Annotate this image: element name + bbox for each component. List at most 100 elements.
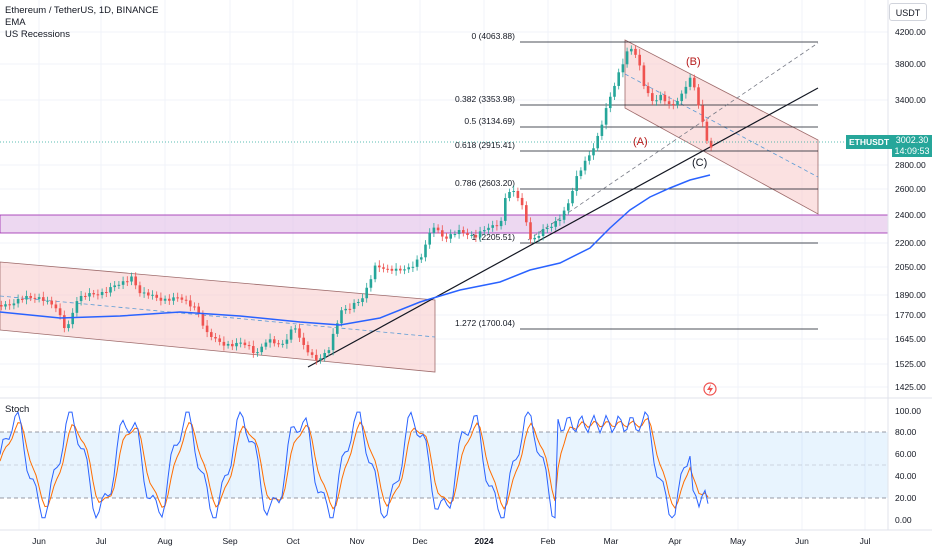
candle-body (277, 343, 280, 345)
candle-body (54, 304, 58, 309)
candle-body (243, 342, 247, 346)
symbol-badge: ETHUSDT (846, 135, 893, 149)
wave-label-a[interactable]: (A) (633, 136, 648, 148)
candle-body (58, 308, 62, 316)
time-axis-label: Mar (604, 536, 619, 546)
candle-body (651, 93, 654, 102)
candle-body (575, 176, 578, 191)
trendline-dashed[interactable] (527, 42, 819, 241)
time-axis-label: Sep (222, 536, 237, 546)
candle-body (483, 230, 486, 232)
time-axis[interactable]: Jun Jul Aug Sep Oct Nov Dec 2024 Feb Mar Apr May Jun… (32, 536, 870, 546)
currency-button[interactable]: USDT (889, 3, 927, 21)
candle-body (214, 336, 217, 339)
candle-body (646, 86, 650, 94)
candle-body (436, 227, 440, 231)
candle-body (189, 300, 192, 307)
stoch-axis-label: 0.00 (895, 515, 912, 525)
candle-body (693, 77, 696, 88)
left-channel[interactable] (0, 261, 436, 373)
candle-body (659, 94, 662, 101)
candle-body (218, 338, 221, 342)
candle-body (478, 231, 482, 238)
candle-body (445, 236, 448, 239)
price-axis-label: 2050.00 (895, 262, 926, 272)
candle-body (617, 72, 620, 86)
candle-body (184, 299, 188, 301)
candle-body (571, 190, 574, 204)
candle-body (289, 329, 293, 340)
fib-retracement[interactable] (520, 41, 818, 330)
candle-body (37, 297, 41, 299)
candle-body (705, 121, 709, 141)
candle-body (348, 308, 352, 310)
stoch-axis[interactable]: 100.00 80.00 60.00 40.00 20.00 0.00 (895, 406, 921, 525)
symbol-title[interactable]: Ethereum / TetherUS, 1D, BINANCE (5, 5, 159, 16)
candle-body (105, 291, 108, 293)
candle-body (697, 87, 700, 106)
candle-body (499, 220, 503, 227)
candle-body (373, 265, 377, 280)
candle-body (331, 333, 335, 351)
candle-body (172, 297, 175, 301)
candle-body (638, 54, 641, 66)
candle-body (667, 101, 671, 105)
ema-legend[interactable]: EMA (5, 17, 26, 28)
candle-body (411, 266, 415, 268)
candle-body (352, 302, 356, 309)
candle-body (138, 285, 142, 294)
candle-body (369, 279, 373, 288)
candle-body (432, 227, 436, 233)
candle-body (592, 148, 595, 156)
candle-body (676, 101, 679, 106)
left-channel-midline (0, 295, 436, 338)
right-channel-midline (624, 73, 819, 178)
candle-body (625, 51, 629, 65)
flash-icon[interactable] (703, 382, 717, 396)
candle-body (357, 301, 360, 303)
candle-body (567, 203, 570, 211)
candle-body (508, 192, 511, 199)
price-axis[interactable]: 4200.00 3800.00 3400.00 2800.00 2600.00 2400.… (895, 27, 926, 392)
candle-body (252, 346, 255, 353)
stoch-k-line[interactable] (0, 410, 709, 520)
candle-body (151, 294, 154, 296)
ema-line[interactable] (0, 174, 711, 326)
candle-body (281, 343, 284, 345)
price-axis-label: 2200.00 (895, 238, 926, 248)
candlestick-series (0, 45, 713, 365)
price-axis-label: 1770.00 (895, 310, 926, 320)
time-axis-label: Jun (795, 536, 809, 546)
chart-legend: Ethereum / TetherUS, 1D, BINANCE EMA US … (5, 5, 158, 41)
candle-body (235, 342, 238, 347)
time-axis-label: Dec (412, 536, 428, 546)
candle-body (92, 293, 95, 295)
wave-label-c[interactable]: (C) (692, 157, 707, 169)
candle-body (672, 104, 675, 106)
candle-body (562, 210, 566, 220)
candle-body (613, 85, 616, 97)
candle-body (529, 222, 532, 240)
fib-label: 0.786 (2603.20) (455, 178, 515, 188)
stoch-legend[interactable]: Stoch (5, 404, 30, 415)
candle-body (256, 352, 259, 354)
candle-body (29, 295, 32, 298)
fib-label: 1.272 (1700.04) (455, 318, 515, 328)
trendline-lower[interactable] (307, 87, 819, 368)
candle-body (197, 306, 200, 314)
candle-body (134, 276, 137, 286)
candle-body (487, 227, 490, 231)
candle-body (554, 221, 557, 227)
resistance-zone[interactable] (0, 214, 889, 234)
price-axis-label: 1425.00 (895, 382, 926, 392)
wave-label-b[interactable]: (B) (686, 56, 701, 68)
candle-body (428, 232, 431, 245)
bar-countdown: 14:09:53 (894, 146, 930, 156)
candle-body (424, 244, 427, 258)
candle-body (79, 295, 83, 302)
price-axis-label: 1890.00 (895, 290, 926, 300)
fib-label: 1 (2205.51) (472, 232, 516, 242)
recession-legend[interactable]: US Recessions (5, 29, 70, 40)
candle-body (588, 155, 591, 161)
